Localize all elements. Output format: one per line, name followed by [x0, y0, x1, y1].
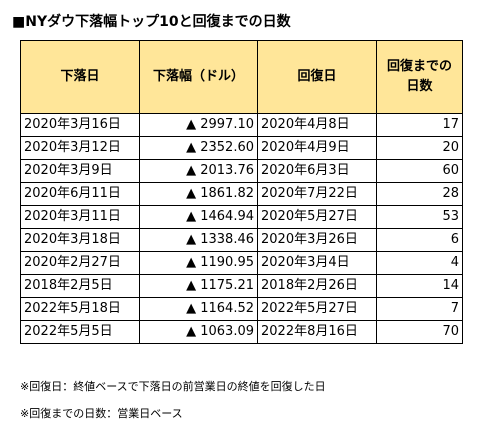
cell-drop-date: 2020年6月11日 — [20, 182, 140, 206]
cell-drop-amount: ▲ 1861.82 — [139, 182, 258, 206]
header-drop-amount: 下落幅（ドル） — [139, 40, 258, 114]
cell-drop-amount: ▲ 1464.94 — [139, 205, 258, 229]
table-row: 2020年3月12日 ▲ 2352.60 2020年4月9日 20 — [20, 136, 463, 160]
footnote-days-definition: ※回復までの日数：営業日ベース — [20, 407, 183, 420]
table-row: 2020年6月11日 ▲ 1861.82 2020年7月22日 28 — [20, 182, 463, 206]
cell-days-to-recover: 28 — [376, 182, 463, 206]
cell-drop-date: 2020年2月27日 — [20, 251, 140, 275]
cell-recovery-date: 2020年3月26日 — [257, 228, 377, 252]
cell-drop-amount: ▲ 1338.46 — [139, 228, 258, 252]
cell-drop-amount: ▲ 2352.60 — [139, 136, 258, 160]
cell-drop-date: 2018年2月5日 — [20, 274, 140, 298]
header-days-line1: 回復までの — [386, 59, 452, 74]
cell-days-to-recover: 6 — [376, 228, 463, 252]
cell-drop-date: 2020年3月18日 — [20, 228, 140, 252]
cell-drop-date: 2020年3月9日 — [20, 159, 140, 183]
cell-drop-amount: ▲ 1164.52 — [139, 297, 258, 321]
table-row: 2022年5月18日 ▲ 1164.52 2022年5月27日 7 — [20, 297, 463, 321]
cell-drop-date: 2022年5月18日 — [20, 297, 140, 321]
cell-drop-date: 2022年5月5日 — [20, 320, 140, 344]
cell-drop-date: 2020年3月16日 — [20, 113, 140, 137]
cell-drop-date: 2020年3月11日 — [20, 205, 140, 229]
ranking-table: 下落日 下落幅（ドル） 回復日 回復までの 日数 2020年3月16日 ▲ 299… — [20, 40, 463, 344]
table-header-row: 下落日 下落幅（ドル） 回復日 回復までの 日数 — [20, 40, 463, 114]
cell-days-to-recover: 14 — [376, 274, 463, 298]
table-row: 2020年3月9日 ▲ 2013.76 2020年6月3日 60 — [20, 159, 463, 183]
table-row: 2022年5月5日 ▲ 1063.09 2022年8月16日 70 — [20, 320, 463, 344]
header-days-line2: 日数 — [406, 79, 433, 94]
cell-days-to-recover: 17 — [376, 113, 463, 137]
cell-drop-amount: ▲ 1190.95 — [139, 251, 258, 275]
cell-days-to-recover: 60 — [376, 159, 463, 183]
cell-recovery-date: 2018年2月26日 — [257, 274, 377, 298]
table-row: 2020年3月18日 ▲ 1338.46 2020年3月26日 6 — [20, 228, 463, 252]
page-title: ■NYダウ下落幅トップ10と回復までの日数 — [12, 14, 291, 30]
cell-drop-amount: ▲ 1175.21 — [139, 274, 258, 298]
header-days-to-recover: 回復までの 日数 — [376, 40, 463, 114]
cell-days-to-recover: 4 — [376, 251, 463, 275]
footnote-recovery-definition: ※回復日：終値ベースで下落日の前営業日の終値を回復した日 — [20, 380, 326, 393]
cell-drop-amount: ▲ 1063.09 — [139, 320, 258, 344]
table-row: 2020年3月11日 ▲ 1464.94 2020年5月27日 53 — [20, 205, 463, 229]
cell-drop-amount: ▲ 2997.10 — [139, 113, 258, 137]
header-recovery-date: 回復日 — [257, 40, 377, 114]
cell-recovery-date: 2020年7月22日 — [257, 182, 377, 206]
table-row: 2020年3月16日 ▲ 2997.10 2020年4月8日 17 — [20, 113, 463, 137]
header-drop-date: 下落日 — [20, 40, 140, 114]
cell-drop-amount: ▲ 2013.76 — [139, 159, 258, 183]
cell-recovery-date: 2020年3月4日 — [257, 251, 377, 275]
cell-recovery-date: 2020年5月27日 — [257, 205, 377, 229]
cell-recovery-date: 2020年4月8日 — [257, 113, 377, 137]
table-row: 2018年2月5日 ▲ 1175.21 2018年2月26日 14 — [20, 274, 463, 298]
cell-days-to-recover: 70 — [376, 320, 463, 344]
cell-recovery-date: 2020年4月9日 — [257, 136, 377, 160]
cell-days-to-recover: 20 — [376, 136, 463, 160]
cell-drop-date: 2020年3月12日 — [20, 136, 140, 160]
table-row: 2020年2月27日 ▲ 1190.95 2020年3月4日 4 — [20, 251, 463, 275]
table-body: 2020年3月16日 ▲ 2997.10 2020年4月8日 17 2020年3月12日… — [20, 113, 463, 344]
cell-days-to-recover: 53 — [376, 205, 463, 229]
cell-recovery-date: 2022年8月16日 — [257, 320, 377, 344]
cell-days-to-recover: 7 — [376, 297, 463, 321]
cell-recovery-date: 2022年5月27日 — [257, 297, 377, 321]
cell-recovery-date: 2020年6月3日 — [257, 159, 377, 183]
